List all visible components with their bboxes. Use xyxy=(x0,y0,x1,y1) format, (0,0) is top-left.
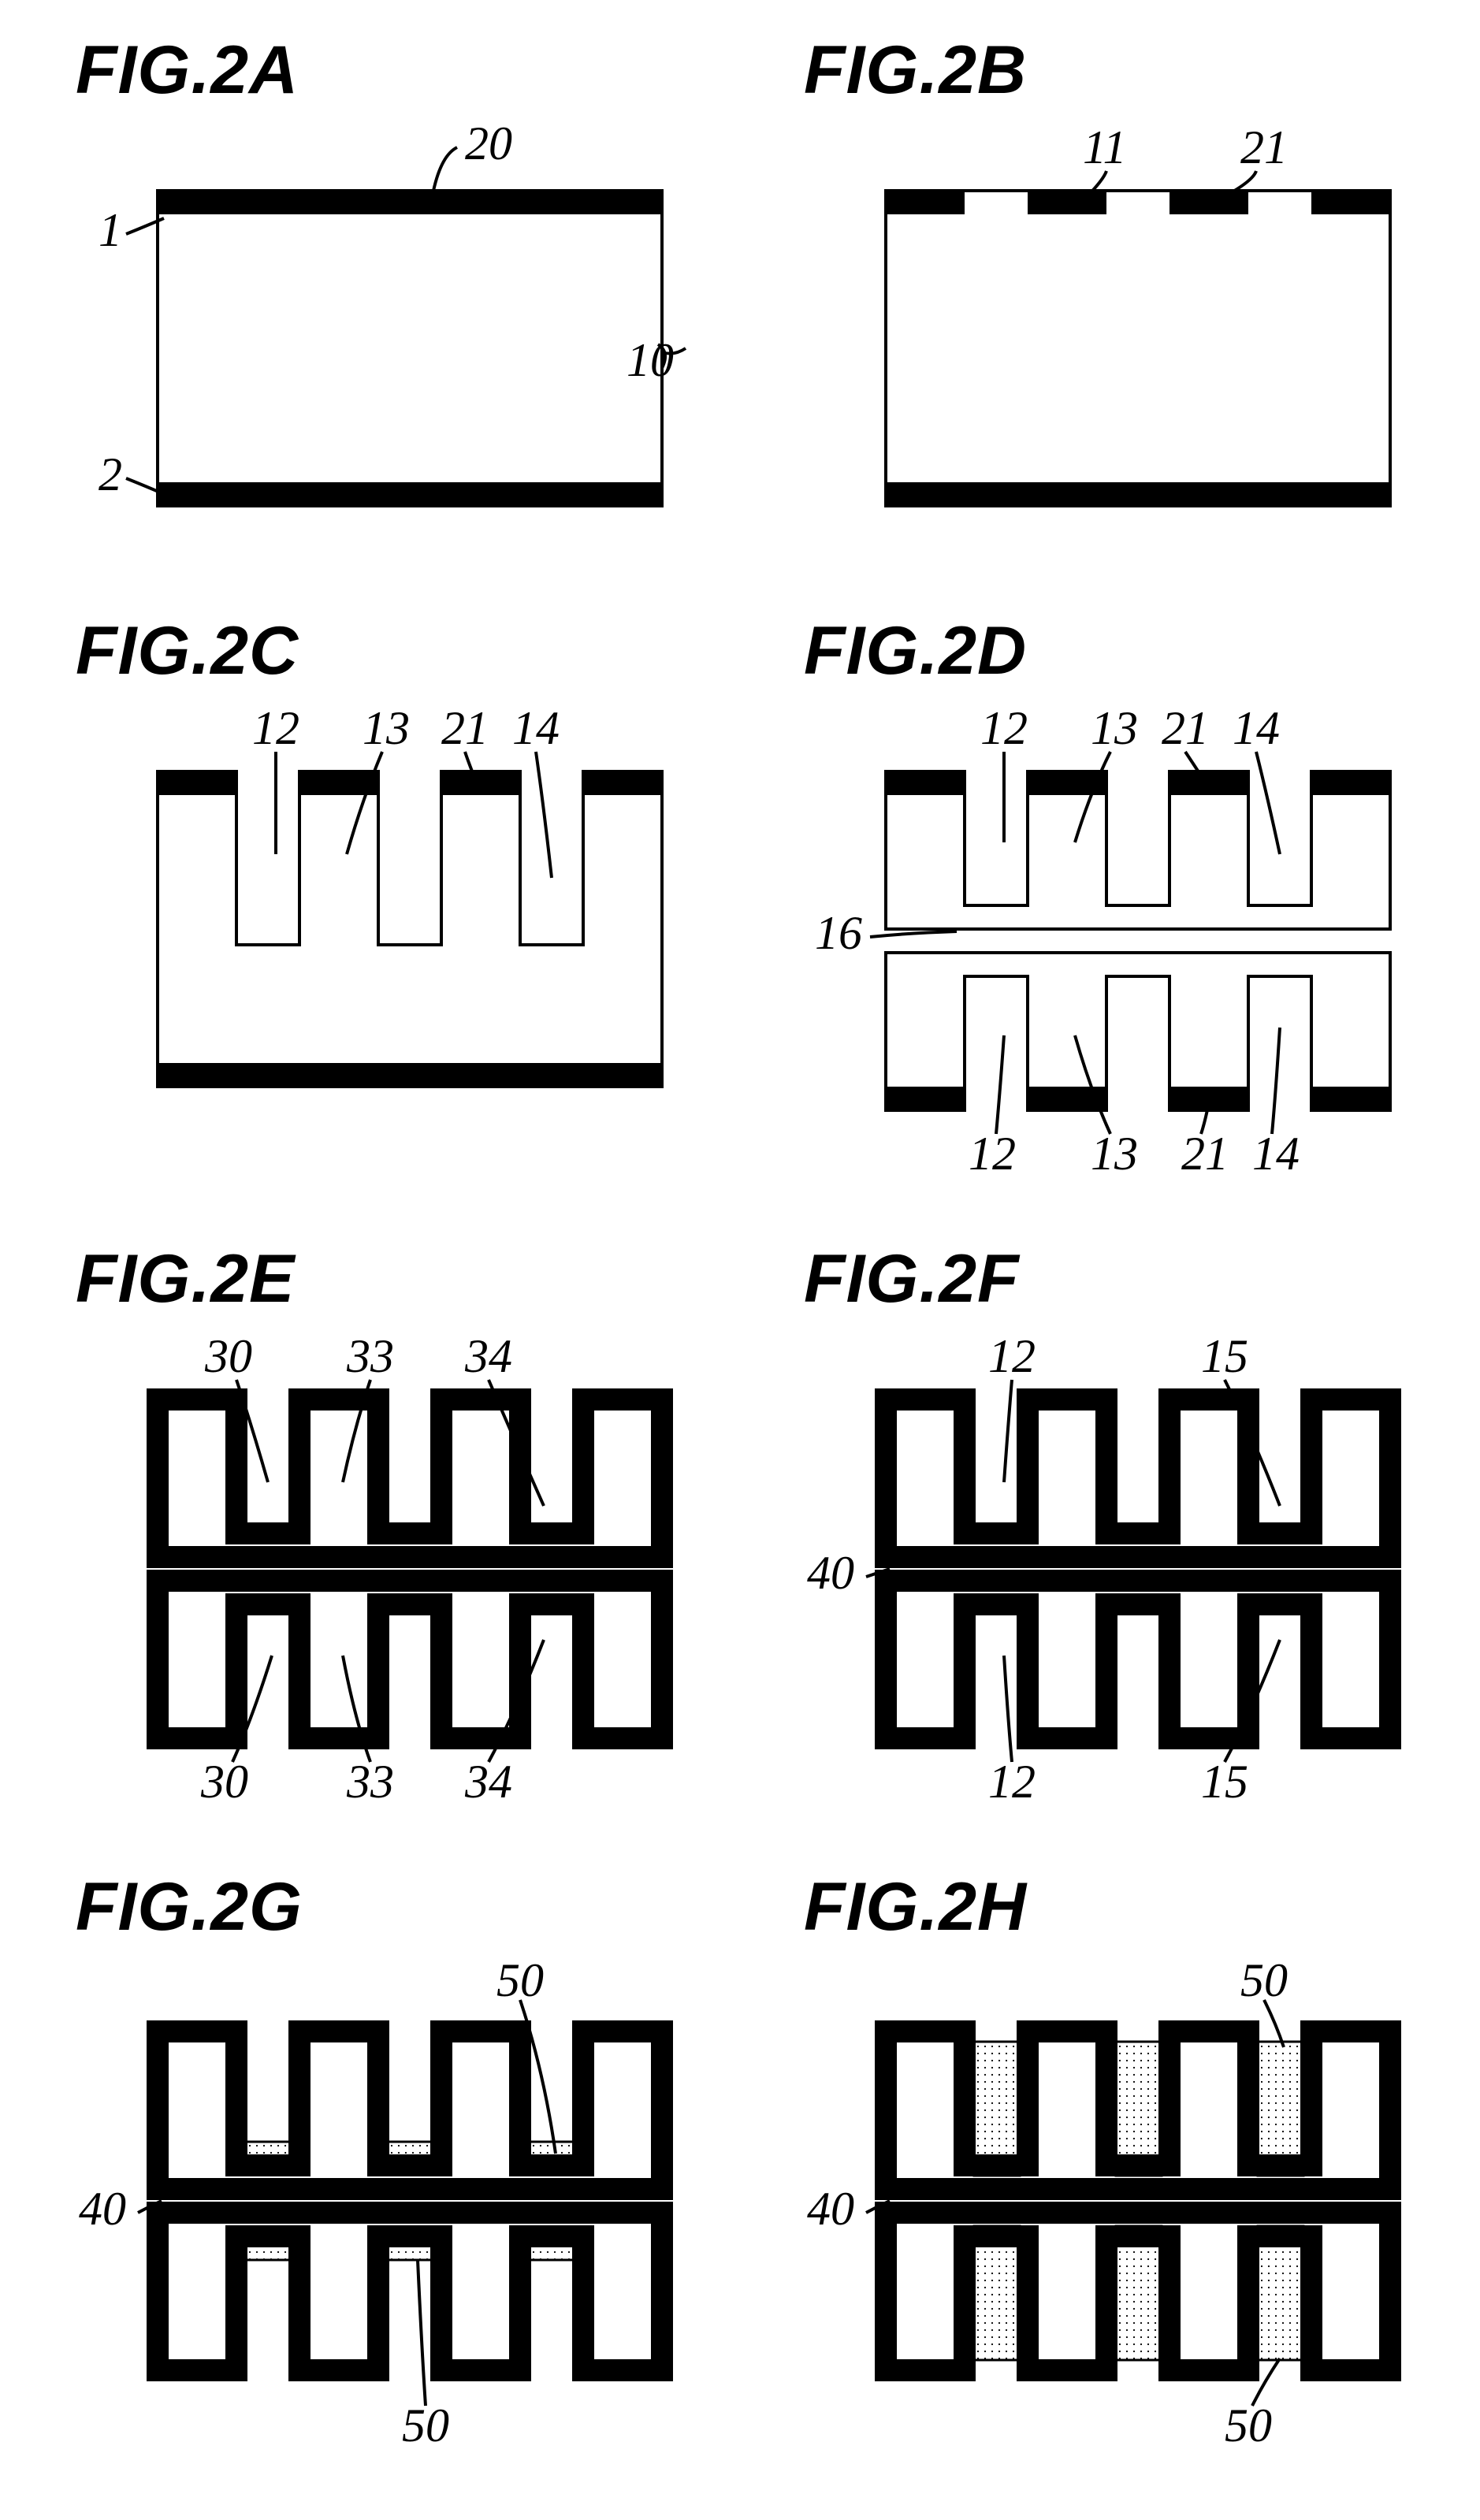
panel-fig-2h: FIG.2H 50 40 50 xyxy=(799,1868,1433,2457)
label-12f: 12 xyxy=(988,1330,1036,1382)
diagram-2a: 20 1 10 2 xyxy=(71,116,701,557)
title-fig-2d: FIG.2D xyxy=(804,612,1433,690)
label-12db: 12 xyxy=(969,1128,1016,1180)
diagram-2c: 12 13 21 14 xyxy=(71,697,701,1138)
diagram-2h: 50 40 50 xyxy=(799,1953,1430,2457)
panel-fig-2g: FIG.2G 50 40 50 xyxy=(71,1868,705,2457)
label-21: 21 xyxy=(1240,121,1288,173)
panel-fig-2e: FIG.2E 30 33 34 30 33 34 xyxy=(71,1240,705,1813)
label-14d: 14 xyxy=(1233,702,1280,754)
label-30: 30 xyxy=(204,1330,252,1382)
diagram-2b: 11 21 xyxy=(799,116,1430,557)
label-21d: 21 xyxy=(1162,702,1209,754)
label-33b: 33 xyxy=(346,1756,394,1808)
label-13d: 13 xyxy=(1091,702,1138,754)
panel-fig-2a: FIG.2A 20 1 10 2 xyxy=(71,32,705,557)
label-13db: 13 xyxy=(1091,1128,1138,1180)
label-14: 14 xyxy=(512,702,560,754)
label-40h: 40 xyxy=(807,2183,854,2235)
label-1: 1 xyxy=(99,204,122,256)
label-34: 34 xyxy=(464,1330,512,1382)
diagram-2e: 30 33 34 30 33 34 xyxy=(71,1325,701,1813)
label-12d: 12 xyxy=(980,702,1028,754)
title-fig-2h: FIG.2H xyxy=(804,1868,1433,1946)
panel-fig-2b: FIG.2B 11 21 xyxy=(799,32,1433,557)
label-20: 20 xyxy=(465,117,512,169)
label-15fb: 15 xyxy=(1201,1756,1248,1808)
panel-fig-2d: FIG.2D 12 13 21 14 16 12 13 21 14 xyxy=(799,612,1433,1185)
panel-fig-2f: FIG.2F 12 15 40 12 15 xyxy=(799,1240,1433,1813)
label-50g: 50 xyxy=(496,1954,544,2006)
title-fig-2b: FIG.2B xyxy=(804,32,1433,110)
label-14db: 14 xyxy=(1252,1128,1300,1180)
label-15f: 15 xyxy=(1201,1330,1248,1382)
panel-fig-2c: FIG.2C 12 13 21 14 xyxy=(71,612,705,1185)
label-16: 16 xyxy=(815,907,862,959)
title-fig-2c: FIG.2C xyxy=(76,612,705,690)
diagram-2d: 12 13 21 14 16 12 13 21 14 xyxy=(799,697,1430,1185)
label-33: 33 xyxy=(346,1330,394,1382)
diagram-2g: 50 40 50 xyxy=(71,1953,701,2457)
label-21db: 21 xyxy=(1181,1128,1229,1180)
label-2: 2 xyxy=(99,448,122,500)
label-34b: 34 xyxy=(464,1756,512,1808)
label-11: 11 xyxy=(1083,121,1127,173)
label-40f: 40 xyxy=(807,1547,854,1599)
label-12fb: 12 xyxy=(988,1756,1036,1808)
label-13: 13 xyxy=(363,702,410,754)
label-50gb: 50 xyxy=(402,2399,449,2451)
title-fig-2g: FIG.2G xyxy=(76,1868,705,1946)
label-21c: 21 xyxy=(441,702,489,754)
label-50h: 50 xyxy=(1240,1954,1288,2006)
diagram-2f: 12 15 40 12 15 xyxy=(799,1325,1430,1813)
title-fig-2e: FIG.2E xyxy=(76,1240,705,1318)
title-fig-2f: FIG.2F xyxy=(804,1240,1433,1318)
title-fig-2a: FIG.2A xyxy=(76,32,705,110)
label-30b: 30 xyxy=(200,1756,248,1808)
label-12: 12 xyxy=(252,702,299,754)
label-50hb: 50 xyxy=(1225,2399,1272,2451)
label-40g: 40 xyxy=(79,2183,126,2235)
label-10: 10 xyxy=(627,334,674,386)
